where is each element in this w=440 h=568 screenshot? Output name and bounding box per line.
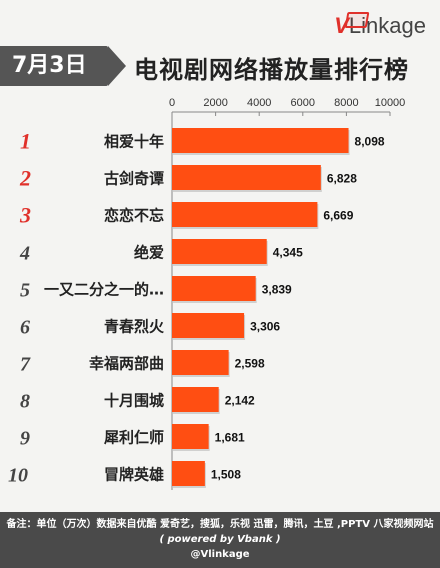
category-label: 一又二分之一的… (44, 281, 164, 299)
rank-number: 9 (20, 428, 30, 450)
bar (172, 387, 219, 412)
x-tick-label: 6000 (291, 97, 315, 109)
x-tick-label: 10000 (375, 97, 406, 109)
value-label: 4,345 (273, 246, 303, 260)
footer-note: 备注：单位（万次）数据来自优酷 爱奇艺，搜狐，乐视 迅雷，腾讯，土豆 ,PPTV… (6, 519, 434, 530)
category-label: 青春烈火 (104, 318, 165, 336)
bar (172, 276, 256, 301)
value-label: 2,142 (225, 394, 255, 408)
rank-number: 6 (20, 317, 30, 339)
value-label: 2,598 (235, 357, 265, 371)
category-label: 犀利仁师 (103, 429, 164, 447)
rank-number: 5 (20, 280, 30, 302)
logo-text: Linkage (348, 13, 426, 38)
category-label: 古剑奇谭 (104, 170, 164, 188)
rank-number: 7 (20, 354, 31, 376)
bar-chart: 0 2000 4000 6000 8000 10000 1 相爱十年 8,098 2 古剑奇谭 6,8… (8, 97, 406, 490)
bar (172, 239, 267, 264)
category-label: 恋恋不忘 (104, 207, 164, 225)
x-tick-label: 2000 (203, 97, 227, 109)
date-badge-arrow (108, 46, 126, 86)
date-badge: 7月3日 (0, 46, 108, 86)
bar (172, 202, 318, 227)
x-tick-label: 4000 (247, 97, 271, 109)
value-label: 3,839 (262, 283, 292, 297)
value-label: 1,508 (211, 468, 241, 482)
footer-handle: @Vlinkage (190, 549, 250, 560)
category-label: 幸福两部曲 (89, 355, 164, 373)
category-label: 十月围城 (104, 392, 164, 410)
bar (172, 461, 205, 486)
bar (172, 165, 321, 190)
rank-number: 8 (20, 391, 30, 413)
chart-title: 电视剧网络播放量排行榜 (134, 56, 409, 84)
value-label: 6,669 (323, 209, 353, 223)
footer-powered: ( powered by Vbank ) (159, 534, 281, 545)
bar (172, 313, 245, 338)
x-tick-label: 0 (169, 97, 175, 109)
x-tick-label: 8000 (334, 97, 358, 109)
logo-v: V (334, 13, 349, 38)
rank-number: 1 (20, 129, 31, 154)
bar (172, 424, 209, 449)
category-label: 相爱十年 (104, 133, 164, 151)
value-label: 8,098 (355, 135, 385, 149)
rank-number: 4 (19, 243, 30, 265)
footer: 备注：单位（万次）数据来自优酷 爱奇艺，搜狐，乐视 迅雷，腾讯，土豆 ,PPTV… (0, 512, 440, 568)
rank-number: 3 (19, 203, 31, 228)
logo-mark-icon (344, 12, 370, 28)
bar (172, 350, 229, 375)
bar (172, 128, 349, 153)
rank-number: 10 (8, 465, 28, 487)
vlinkage-logo: VLinkage (334, 12, 426, 40)
category-label: 冒牌英雄 (104, 466, 164, 484)
category-label: 绝爱 (134, 244, 164, 262)
value-label: 1,681 (215, 431, 245, 445)
value-label: 3,306 (250, 320, 280, 334)
rank-number: 2 (19, 166, 31, 191)
value-label: 6,828 (327, 172, 357, 186)
